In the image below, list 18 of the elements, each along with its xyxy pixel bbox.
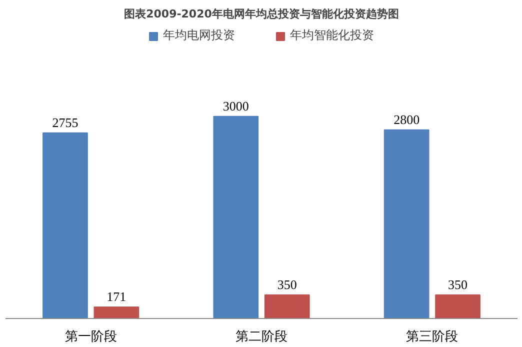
x-tick-label: 第三阶段 [406, 330, 458, 344]
data-label: 350 [277, 276, 297, 292]
data-label: 2755 [52, 114, 78, 130]
x-tick-label: 第一阶段 [64, 330, 117, 344]
bar [264, 294, 310, 318]
bar [384, 129, 430, 318]
chart-title: 图表2009-2020年电网年均总投资与智能化投资趋势图 [124, 8, 399, 20]
legend-label: 年均电网投资 [163, 27, 235, 44]
data-label: 171 [106, 288, 126, 304]
legend-label: 年均智能化投资 [290, 27, 374, 44]
bar [94, 306, 140, 318]
data-label: 350 [448, 276, 468, 292]
x-tick-label: 第二阶段 [236, 330, 288, 344]
bar [42, 132, 88, 318]
bar [435, 294, 480, 318]
bar [213, 116, 259, 318]
data-label: 2800 [394, 112, 420, 127]
data-label: 3000 [222, 98, 249, 114]
